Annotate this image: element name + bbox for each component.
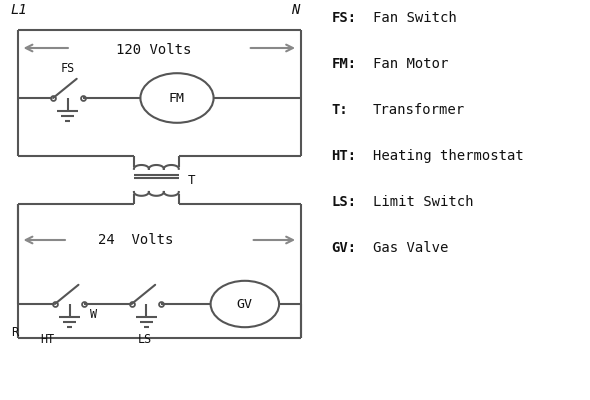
Text: Heating thermostat: Heating thermostat	[373, 149, 524, 163]
Text: L1: L1	[11, 3, 27, 17]
Text: HT: HT	[40, 333, 54, 346]
Text: N: N	[291, 3, 299, 17]
Text: R: R	[11, 326, 18, 339]
Text: 24  Volts: 24 Volts	[98, 233, 173, 247]
Text: T:: T:	[332, 103, 348, 117]
Text: FS: FS	[61, 62, 75, 75]
Text: LS:: LS:	[332, 195, 357, 209]
Text: Fan Switch: Fan Switch	[373, 11, 457, 25]
Text: Transformer: Transformer	[373, 103, 465, 117]
Text: GV:: GV:	[332, 241, 357, 255]
Text: GV: GV	[237, 298, 253, 310]
Text: FM:: FM:	[332, 57, 357, 71]
Text: HT:: HT:	[332, 149, 357, 163]
Text: LS: LS	[137, 333, 152, 346]
Text: FS:: FS:	[332, 11, 357, 25]
Text: Gas Valve: Gas Valve	[373, 241, 448, 255]
Text: T: T	[188, 174, 195, 187]
Text: Fan Motor: Fan Motor	[373, 57, 448, 71]
Text: Limit Switch: Limit Switch	[373, 195, 473, 209]
Text: W: W	[90, 308, 97, 321]
Text: 120 Volts: 120 Volts	[116, 43, 191, 57]
Text: FM: FM	[169, 92, 185, 104]
